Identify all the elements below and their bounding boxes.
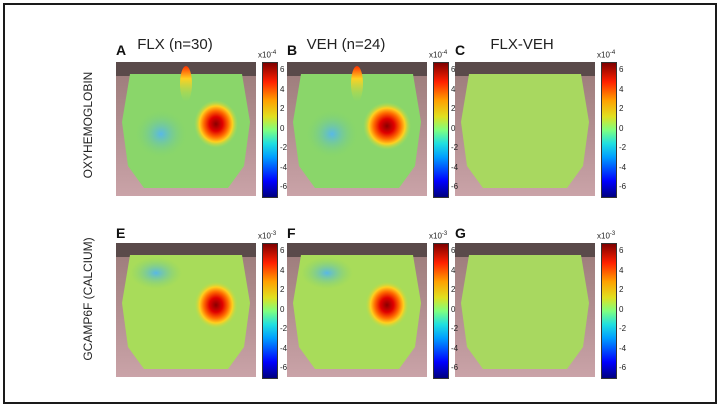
colorbar-tick-label: 4 — [451, 265, 456, 275]
colorbar-exponent: x10-4 — [597, 50, 616, 60]
colorbar-tick-label: 2 — [451, 104, 456, 113]
colorbar-exponent: x10-3 — [597, 231, 616, 241]
brain-map-g — [455, 243, 595, 377]
colorbar-f — [433, 243, 449, 379]
colorbar-tick-label: -4 — [280, 343, 288, 353]
colorbar-exponent: x10-4 — [258, 50, 277, 60]
brain-map-f — [287, 243, 427, 377]
colorbar-tick-label: 6 — [619, 65, 624, 74]
colorbar-tick-label: 4 — [451, 84, 456, 94]
colorbar-tick-label: 0 — [451, 304, 456, 314]
colorbar-tick-label: -4 — [619, 162, 627, 172]
panel-letter-e: E — [116, 225, 126, 241]
colorbar-tick-label: 0 — [280, 123, 285, 133]
brain-map-b — [287, 62, 427, 196]
panel-letter-g: G — [455, 225, 466, 241]
colorbar-tick-label: 0 — [280, 304, 285, 314]
colorbar-tick-label: -6 — [451, 363, 459, 372]
colorbar-tick-label: 6 — [280, 246, 285, 255]
brain-map-a — [116, 62, 256, 196]
colorbar-tick-label: 6 — [451, 246, 456, 255]
panel-letter-c: C — [455, 42, 466, 58]
colorbar-tick-label: 2 — [451, 285, 456, 294]
colorbar-tick-label: 6 — [280, 65, 285, 74]
colorbar-tick-label: 4 — [280, 265, 285, 275]
colorbar-tick-label: 2 — [280, 285, 285, 294]
colorbar-tick-label: -6 — [619, 363, 627, 372]
colorbar-tick-label: 0 — [451, 123, 456, 133]
colorbar-tick-label: 4 — [280, 84, 285, 94]
colorbar-tick-label: -2 — [619, 324, 627, 333]
colorbar-e — [262, 243, 278, 379]
row-label-gcamp: GCAMP6F (CALCIUM) — [81, 237, 95, 361]
colorbar-tick-label: -2 — [280, 324, 288, 333]
column-title-veh: VEH (n=24) — [306, 36, 386, 53]
colorbar-tick-label: 4 — [619, 265, 624, 275]
row-label-oxyhemoglobin: OXYHEMOGLOBIN — [81, 71, 95, 179]
colorbar-tick-label: -2 — [619, 143, 627, 152]
colorbar-tick-label: 6 — [619, 246, 624, 255]
column-title-flx: FLX (n=30) — [137, 36, 213, 53]
colorbar-tick-label: -2 — [451, 324, 459, 333]
brain-map-c — [455, 62, 595, 196]
colorbar-tick-label: -2 — [451, 143, 459, 152]
colorbar-tick-label: 2 — [280, 104, 285, 113]
colorbar-tick-label: 2 — [619, 104, 624, 113]
colorbar-tick-label: -6 — [280, 182, 288, 191]
colorbar-exponent: x10-3 — [258, 231, 277, 241]
colorbar-tick-label: 6 — [451, 65, 456, 74]
panel-letter-a: A — [116, 42, 127, 58]
colorbar-tick-label: 4 — [619, 84, 624, 94]
colorbar-b — [433, 62, 449, 198]
panel-letter-f: F — [287, 225, 296, 241]
colorbar-tick-label: -2 — [280, 143, 288, 152]
colorbar-tick-label: -4 — [451, 343, 459, 353]
colorbar-tick-label: -4 — [280, 162, 288, 172]
figure-frame — [3, 3, 717, 404]
colorbar-tick-label: -4 — [619, 343, 627, 353]
colorbar-exponent: x10-3 — [429, 231, 448, 241]
colorbar-tick-label: 2 — [619, 285, 624, 294]
colorbar-tick-label: -4 — [451, 162, 459, 172]
colorbar-tick-label: -6 — [451, 182, 459, 191]
colorbar-exponent: x10-4 — [429, 50, 448, 60]
column-title-flx-veh: FLX-VEH — [490, 36, 554, 53]
colorbar-c — [601, 62, 617, 198]
brain-map-e — [116, 243, 256, 377]
colorbar-g — [601, 243, 617, 379]
colorbar-tick-label: 0 — [619, 123, 624, 133]
panel-letter-b: B — [287, 42, 298, 58]
colorbar-tick-label: -6 — [280, 363, 288, 372]
colorbar-a — [262, 62, 278, 198]
colorbar-tick-label: 0 — [619, 304, 624, 314]
colorbar-tick-label: -6 — [619, 182, 627, 191]
